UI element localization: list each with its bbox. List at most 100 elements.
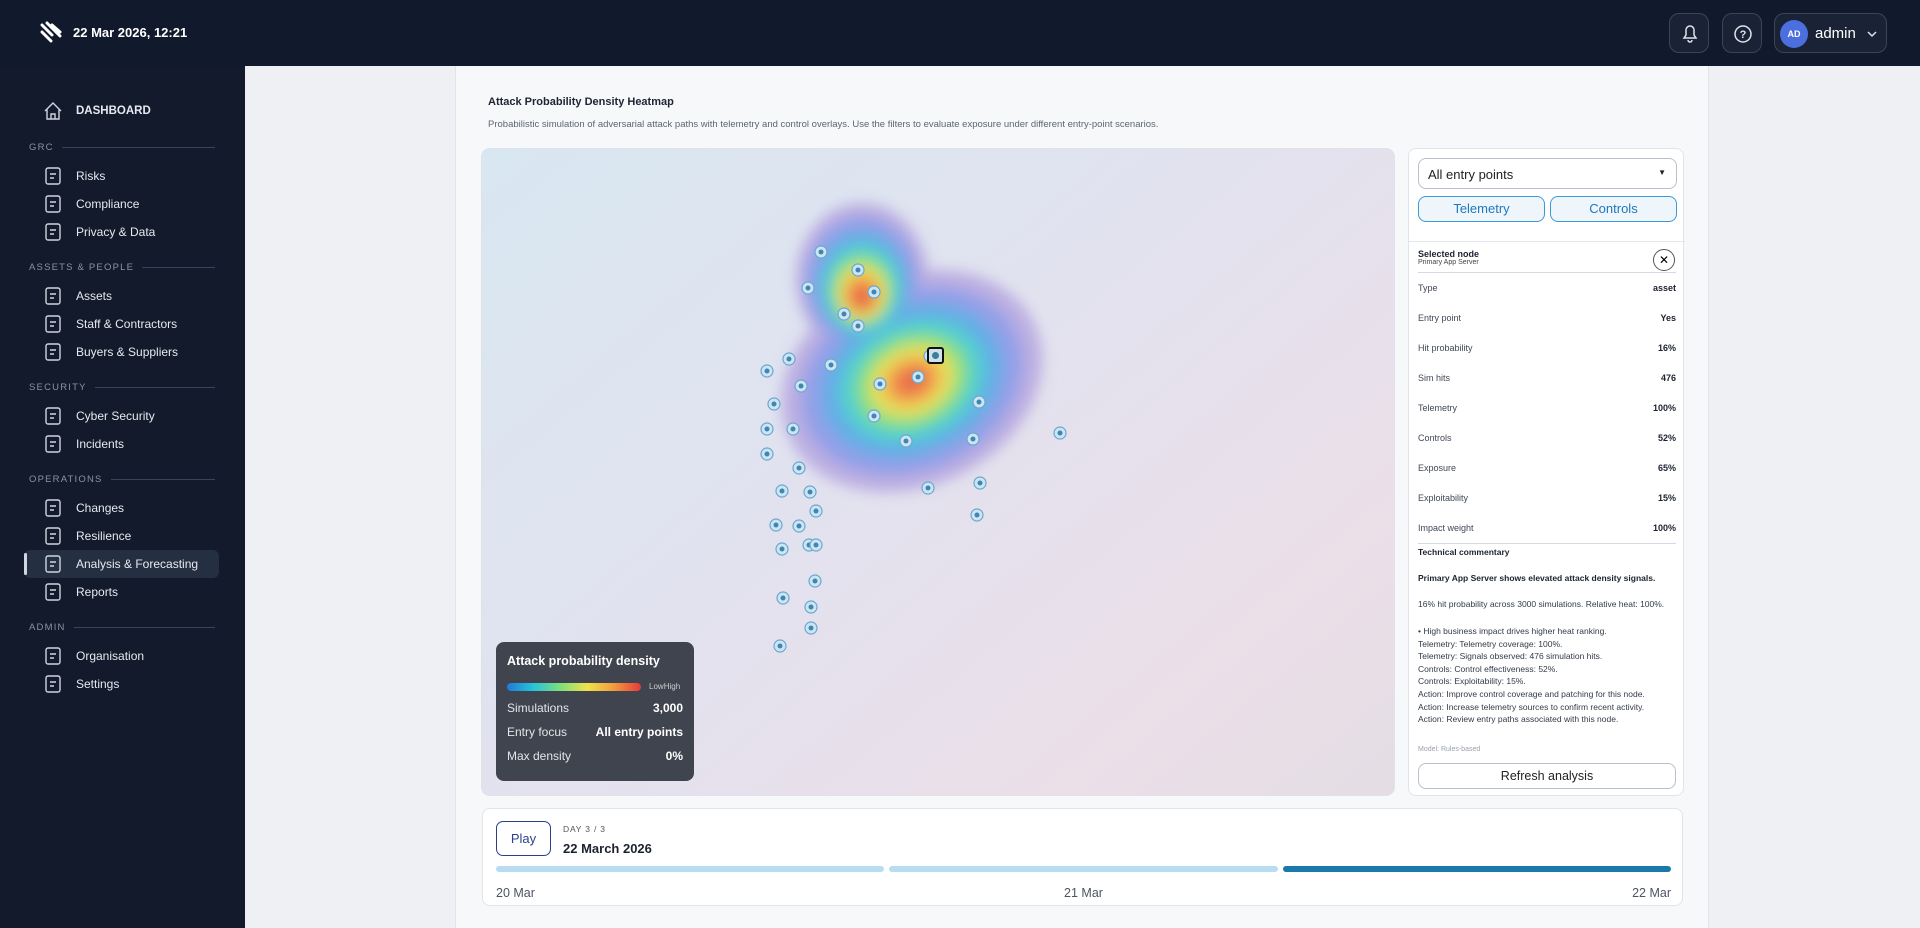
nav-item[interactable]: Compliance xyxy=(24,190,219,218)
model-label: Model: Rules-based xyxy=(1418,745,1481,753)
nav-item[interactable]: Analysis & Forecasting xyxy=(24,550,219,578)
commentary-title: Technical commentary xyxy=(1418,543,1676,557)
node-dot xyxy=(805,285,811,291)
nav-section-title: SECURITY xyxy=(29,382,215,393)
refresh-button[interactable]: Refresh analysis xyxy=(1418,763,1676,789)
panel-title: Attack Probability Density Heatmap xyxy=(488,96,674,108)
detail-label: Sim hits xyxy=(1418,373,1451,383)
nav-section-title: ASSETS & PEOPLE xyxy=(29,262,215,273)
nav-label: Organisation xyxy=(76,649,145,663)
node-dot xyxy=(977,480,983,486)
nav-label: Analysis & Forecasting xyxy=(76,557,199,571)
nav-label: Staff & Contractors xyxy=(76,317,178,331)
play-button[interactable]: Play xyxy=(496,821,551,856)
details-subtitle: Primary App Server xyxy=(1418,259,1479,266)
detail-row: Entry point Yes xyxy=(1418,303,1676,333)
node-dot xyxy=(786,356,792,362)
nav-item[interactable]: Assets xyxy=(24,282,219,310)
detail-value: 16% xyxy=(1657,343,1676,353)
node-dot xyxy=(871,289,877,295)
nav-label: Assets xyxy=(76,289,113,303)
nav-item[interactable]: Changes xyxy=(24,494,219,522)
nav-item[interactable]: Risks xyxy=(24,162,219,190)
nav-label: Privacy & Data xyxy=(76,225,156,239)
timeline-tick: 22 Mar xyxy=(1632,886,1671,900)
user-name: admin xyxy=(1815,25,1856,42)
node-dot xyxy=(790,426,796,432)
detail-label: Exposure xyxy=(1418,463,1457,473)
commentary-line: Controls: Exploitability: 15%. xyxy=(1418,676,1526,687)
node-dot xyxy=(976,399,982,405)
heatmap-canvas xyxy=(760,203,1067,653)
detail-value: 100% xyxy=(1652,523,1676,533)
timeline-segment[interactable] xyxy=(496,866,885,872)
node-dot xyxy=(808,625,814,631)
legend-title: Attack probability density xyxy=(507,654,660,668)
detail-label: Entry point xyxy=(1418,313,1462,323)
user-menu[interactable]: AD admin xyxy=(1774,13,1887,53)
detail-value: 52% xyxy=(1657,433,1676,443)
timeline-segment[interactable] xyxy=(1282,866,1671,872)
top-bar: 22 Mar 2026, 12:21 ? AD admin xyxy=(0,0,1920,66)
node-dot xyxy=(764,426,770,432)
nav-sections: GRC Risks Compliance Privacy & Data ASSETS &… xyxy=(0,142,245,698)
node-dot xyxy=(813,508,819,514)
nav-label: Incidents xyxy=(76,437,125,451)
node-dot xyxy=(974,512,980,518)
legend-label: Simulations xyxy=(507,701,570,715)
detail-label: Type xyxy=(1418,283,1438,293)
toggle-telemetry[interactable]: Telemetry xyxy=(1418,196,1545,222)
node-dot xyxy=(796,465,802,471)
commentary-line: Telemetry: Signals observed: 476 simulat… xyxy=(1418,651,1603,662)
nav-section-title: OPERATIONS xyxy=(29,474,215,485)
detail-label: Controls xyxy=(1418,433,1452,443)
detail-row: Telemetry 100% xyxy=(1418,393,1676,423)
legend-row: Simulations 3,000 xyxy=(507,701,683,715)
entry-select[interactable]: All entry points ▼ xyxy=(1418,158,1677,189)
commentary-summary: 16% hit probability across 3000 simulati… xyxy=(1418,599,1665,609)
nav-item[interactable]: Reports xyxy=(24,578,219,606)
notifications-button[interactable] xyxy=(1669,13,1709,53)
node-dot xyxy=(818,249,824,255)
nav-item[interactable]: Privacy & Data xyxy=(24,218,219,246)
commentary-line: • High business impact drives higher hea… xyxy=(1418,626,1607,636)
help-button[interactable]: ? xyxy=(1722,13,1762,53)
nav-item[interactable]: Buyers & Suppliers xyxy=(24,338,219,366)
legend-value: All entry points xyxy=(595,725,683,739)
nav-label: Buyers & Suppliers xyxy=(76,345,179,359)
node-dot xyxy=(903,438,909,444)
nav-item[interactable]: Incidents xyxy=(24,430,219,458)
timeline-tick: 20 Mar xyxy=(496,886,535,900)
nav-item[interactable]: Resilience xyxy=(24,522,219,550)
nav-item[interactable]: Staff & Contractors xyxy=(24,310,219,338)
node-dot xyxy=(773,522,779,528)
detail-row: Exploitability 15% xyxy=(1418,483,1676,513)
node-dot xyxy=(813,542,819,548)
commentary-bullets: • High business impact drives higher hea… xyxy=(1418,625,1676,726)
nav-label: Resilience xyxy=(76,529,132,543)
detail-row: Hit probability 16% xyxy=(1418,333,1676,363)
nav-dashboard[interactable]: DASHBOARD xyxy=(24,97,219,125)
legend-value: 3,000 xyxy=(652,701,683,715)
nav-section-title: GRC xyxy=(29,142,215,153)
detail-row: Exposure 65% xyxy=(1418,453,1676,483)
legend-gradient xyxy=(507,682,641,691)
detail-value: 15% xyxy=(1657,493,1676,503)
legend-label: Max density xyxy=(507,749,572,763)
timeline-segment[interactable] xyxy=(889,866,1278,872)
detail-label: Hit probability xyxy=(1418,343,1473,353)
legend-row: Entry focus All entry points xyxy=(507,725,683,739)
close-button[interactable]: ✕ xyxy=(1653,249,1675,271)
legend-label: Entry focus xyxy=(507,725,568,739)
legend: Attack probability density LowHigh Simul… xyxy=(496,642,694,781)
nav-item[interactable]: Settings xyxy=(24,670,219,698)
nav-item[interactable]: Organisation xyxy=(24,642,219,670)
nav-item[interactable]: Cyber Security xyxy=(24,402,219,430)
detail-value: Yes xyxy=(1660,313,1676,323)
toggle-controls[interactable]: Controls xyxy=(1550,196,1677,222)
detail-value: 65% xyxy=(1657,463,1676,473)
datetime: 22 Mar 2026, 12:21 xyxy=(73,25,188,40)
detail-row: Impact weight 100% xyxy=(1418,513,1676,543)
detail-value: 100% xyxy=(1652,403,1676,413)
